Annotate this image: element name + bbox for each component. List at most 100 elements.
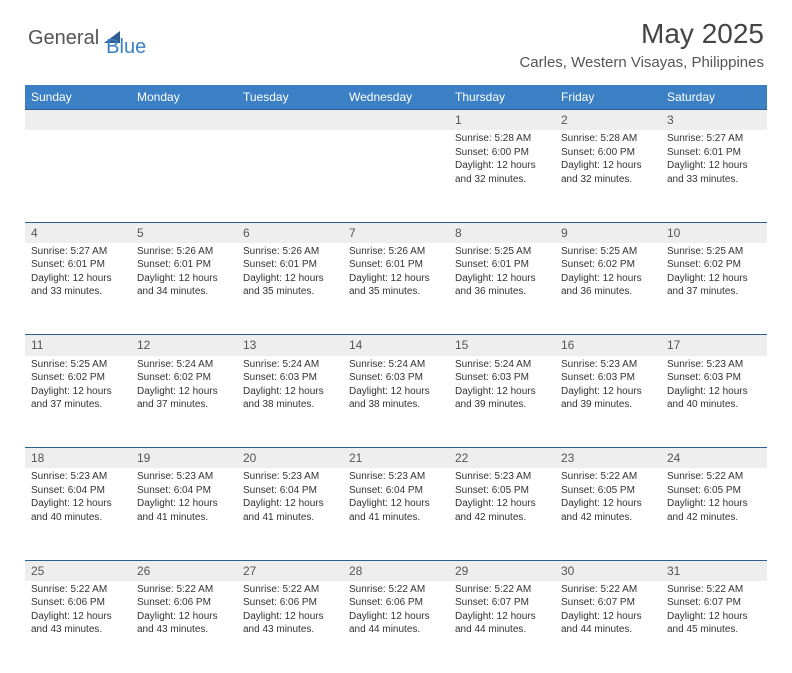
day-body-cell: Sunrise: 5:25 AMSunset: 6:02 PMDaylight:… [25,356,131,448]
sunset-text: Sunset: 6:03 PM [561,371,655,385]
day-number-cell: 22 [449,448,555,469]
brand-logo: General Blue [28,18,146,59]
sunrise-text: Sunrise: 5:22 AM [561,470,655,484]
day-number-cell: 7 [343,222,449,243]
daylight-text: Daylight: 12 hours and 37 minutes. [31,385,125,412]
day-body-cell: Sunrise: 5:22 AMSunset: 6:06 PMDaylight:… [131,581,237,673]
day-number-cell: 3 [661,110,767,131]
sunrise-text: Sunrise: 5:26 AM [137,245,231,259]
daylight-text: Daylight: 12 hours and 35 minutes. [243,272,337,299]
sunset-text: Sunset: 6:01 PM [243,258,337,272]
day-number-cell: 2 [555,110,661,131]
sunrise-text: Sunrise: 5:22 AM [137,583,231,597]
day-body-row: Sunrise: 5:22 AMSunset: 6:06 PMDaylight:… [25,581,767,673]
day-number-cell: 18 [25,448,131,469]
sunset-text: Sunset: 6:01 PM [31,258,125,272]
sunrise-text: Sunrise: 5:25 AM [31,358,125,372]
day-body-cell: Sunrise: 5:25 AMSunset: 6:01 PMDaylight:… [449,243,555,335]
daylight-text: Daylight: 12 hours and 32 minutes. [455,159,549,186]
daylight-text: Daylight: 12 hours and 42 minutes. [667,497,761,524]
day-body-cell: Sunrise: 5:28 AMSunset: 6:00 PMDaylight:… [449,130,555,222]
weekday-header: Saturday [661,85,767,110]
day-body-cell: Sunrise: 5:23 AMSunset: 6:04 PMDaylight:… [25,468,131,560]
day-number-cell: 24 [661,448,767,469]
day-number-cell: 15 [449,335,555,356]
day-body-cell: Sunrise: 5:23 AMSunset: 6:04 PMDaylight:… [343,468,449,560]
day-number-cell: 29 [449,560,555,581]
calendar-table: SundayMondayTuesdayWednesdayThursdayFrid… [25,85,767,673]
day-body-cell: Sunrise: 5:24 AMSunset: 6:02 PMDaylight:… [131,356,237,448]
daylight-text: Daylight: 12 hours and 35 minutes. [349,272,443,299]
daylight-text: Daylight: 12 hours and 41 minutes. [243,497,337,524]
sunset-text: Sunset: 6:05 PM [561,484,655,498]
day-body-cell [25,130,131,222]
day-body-cell: Sunrise: 5:23 AMSunset: 6:04 PMDaylight:… [131,468,237,560]
daylight-text: Daylight: 12 hours and 36 minutes. [561,272,655,299]
title-block: May 2025 Carles, Western Visayas, Philip… [519,18,764,71]
day-body-cell: Sunrise: 5:27 AMSunset: 6:01 PMDaylight:… [25,243,131,335]
daylight-text: Daylight: 12 hours and 33 minutes. [667,159,761,186]
sunset-text: Sunset: 6:06 PM [243,596,337,610]
day-body-cell: Sunrise: 5:25 AMSunset: 6:02 PMDaylight:… [661,243,767,335]
sunrise-text: Sunrise: 5:24 AM [243,358,337,372]
weekday-header: Tuesday [237,85,343,110]
weekday-header-row: SundayMondayTuesdayWednesdayThursdayFrid… [25,85,767,110]
day-body-cell: Sunrise: 5:23 AMSunset: 6:03 PMDaylight:… [661,356,767,448]
day-body-cell: Sunrise: 5:24 AMSunset: 6:03 PMDaylight:… [237,356,343,448]
sunrise-text: Sunrise: 5:22 AM [667,470,761,484]
sunrise-text: Sunrise: 5:25 AM [667,245,761,259]
sunrise-text: Sunrise: 5:22 AM [31,583,125,597]
daylight-text: Daylight: 12 hours and 44 minutes. [349,610,443,637]
day-number-cell: 11 [25,335,131,356]
day-number-cell: 5 [131,222,237,243]
day-number-cell [343,110,449,131]
day-number-cell [131,110,237,131]
sunrise-text: Sunrise: 5:23 AM [349,470,443,484]
sunset-text: Sunset: 6:00 PM [561,146,655,160]
sunset-text: Sunset: 6:03 PM [349,371,443,385]
day-body-cell: Sunrise: 5:22 AMSunset: 6:06 PMDaylight:… [25,581,131,673]
day-number-cell: 19 [131,448,237,469]
day-body-cell: Sunrise: 5:22 AMSunset: 6:07 PMDaylight:… [449,581,555,673]
daylight-text: Daylight: 12 hours and 39 minutes. [561,385,655,412]
weekday-header: Sunday [25,85,131,110]
day-body-cell: Sunrise: 5:28 AMSunset: 6:00 PMDaylight:… [555,130,661,222]
daylight-text: Daylight: 12 hours and 32 minutes. [561,159,655,186]
sunrise-text: Sunrise: 5:26 AM [349,245,443,259]
day-body-cell: Sunrise: 5:22 AMSunset: 6:06 PMDaylight:… [343,581,449,673]
sunrise-text: Sunrise: 5:24 AM [349,358,443,372]
daylight-text: Daylight: 12 hours and 43 minutes. [243,610,337,637]
day-number-row: 123 [25,110,767,131]
brand-text-blue: Blue [106,36,146,59]
daylight-text: Daylight: 12 hours and 40 minutes. [667,385,761,412]
day-body-cell: Sunrise: 5:22 AMSunset: 6:05 PMDaylight:… [555,468,661,560]
day-number-cell [25,110,131,131]
day-number-cell: 20 [237,448,343,469]
sunset-text: Sunset: 6:02 PM [561,258,655,272]
day-body-cell: Sunrise: 5:22 AMSunset: 6:07 PMDaylight:… [661,581,767,673]
day-body-cell: Sunrise: 5:24 AMSunset: 6:03 PMDaylight:… [343,356,449,448]
sunset-text: Sunset: 6:03 PM [667,371,761,385]
daylight-text: Daylight: 12 hours and 36 minutes. [455,272,549,299]
sunset-text: Sunset: 6:03 PM [243,371,337,385]
sunrise-text: Sunrise: 5:22 AM [667,583,761,597]
sunset-text: Sunset: 6:05 PM [455,484,549,498]
sunrise-text: Sunrise: 5:28 AM [455,132,549,146]
weekday-header: Friday [555,85,661,110]
sunset-text: Sunset: 6:05 PM [667,484,761,498]
sunset-text: Sunset: 6:01 PM [349,258,443,272]
sunset-text: Sunset: 6:01 PM [137,258,231,272]
day-body-cell: Sunrise: 5:23 AMSunset: 6:05 PMDaylight:… [449,468,555,560]
daylight-text: Daylight: 12 hours and 43 minutes. [137,610,231,637]
daylight-text: Daylight: 12 hours and 43 minutes. [31,610,125,637]
sunrise-text: Sunrise: 5:27 AM [31,245,125,259]
sunset-text: Sunset: 6:02 PM [137,371,231,385]
sunset-text: Sunset: 6:04 PM [31,484,125,498]
day-body-row: Sunrise: 5:25 AM Sunset: 6:02 PM Daylight:… [25,356,767,448]
day-number-row: 45678910 [25,222,767,243]
brand-text-general: General [28,27,99,50]
day-number-cell: 26 [131,560,237,581]
daylight-text: Daylight: 12 hours and 42 minutes. [561,497,655,524]
day-body-row: Sunrise: 5:28 AMSunset: 6:00 PMDaylight:… [25,130,767,222]
daylight-text: Daylight: 12 hours and 42 minutes. [455,497,549,524]
